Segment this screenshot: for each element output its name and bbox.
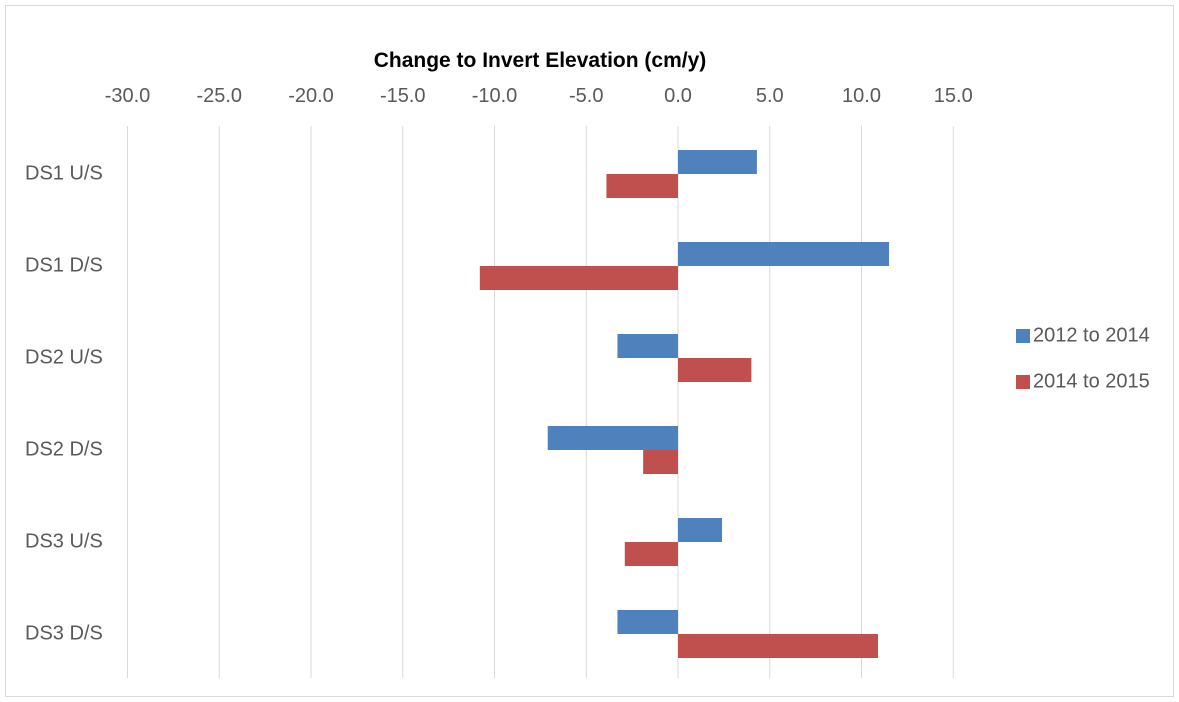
x-axis-tick-labels: -30.0 -25.0 -20.0 -15.0 -10.0 -5.0 0.0 5.0 10.0 1…	[105, 85, 973, 107]
x-tick-label: -5.0	[569, 85, 603, 107]
bar	[678, 150, 757, 174]
x-tick-label: 10.0	[842, 85, 881, 107]
bar	[678, 358, 751, 382]
legend-swatch	[1016, 375, 1030, 389]
x-tick-label: -20.0	[288, 85, 334, 107]
x-tick-label: 5.0	[756, 85, 784, 107]
x-tick-label: -15.0	[380, 85, 426, 107]
category-labels: DS1 U/S DS1 D/S DS2 U/S DS2 D/S DS3 U/S DS3 D…	[25, 162, 103, 644]
chart-title: Change to Invert Elevation (cm/y)	[374, 49, 707, 72]
category-label: DS1 U/S	[25, 162, 103, 184]
x-tick-label: 0.0	[664, 85, 692, 107]
category-label: DS2 D/S	[25, 438, 103, 460]
bar-chart: Change to Invert Elevation (cm/y) -30.0-…	[6, 6, 1175, 698]
category-label: DS3 D/S	[25, 622, 103, 644]
bar	[548, 426, 678, 450]
legend-swatch	[1016, 329, 1030, 343]
gridlines	[128, 126, 954, 678]
legend: 2012 to 2014 2014 to 2015	[1016, 324, 1150, 392]
x-tick-label: -10.0	[472, 85, 518, 107]
bars	[480, 150, 889, 658]
category-label: DS2 U/S	[25, 346, 103, 368]
x-tick-label: 15.0	[934, 85, 973, 107]
bar	[617, 610, 678, 634]
legend-label: 2014 to 2015	[1033, 370, 1150, 392]
bar	[678, 634, 878, 658]
bar	[643, 450, 678, 474]
category-label: DS3 U/S	[25, 530, 103, 552]
bar	[606, 174, 678, 198]
bar	[625, 542, 678, 566]
chart-area: Change to Invert Elevation (cm/y) -30.0-…	[5, 5, 1174, 697]
x-tick-label: -30.0	[105, 85, 151, 107]
category-label: DS1 D/S	[25, 254, 103, 276]
x-tick-label: -25.0	[196, 85, 242, 107]
bar	[617, 334, 678, 358]
bar	[678, 242, 889, 266]
legend-label: 2012 to 2014	[1033, 324, 1150, 346]
bar	[480, 266, 678, 290]
bar	[678, 518, 722, 542]
